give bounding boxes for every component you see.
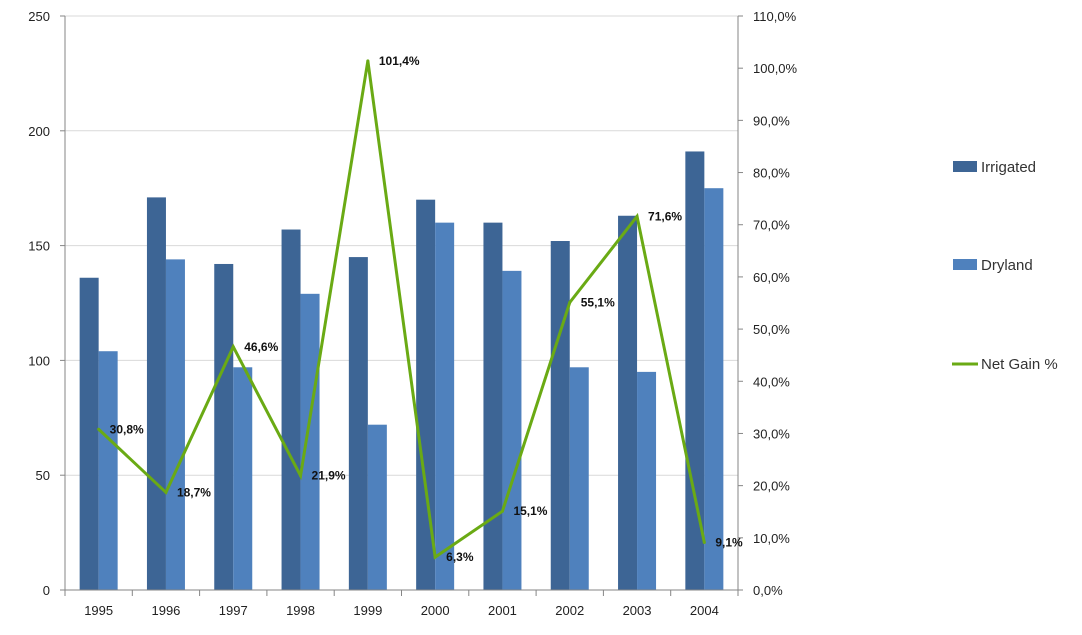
net-gain-point-2000 [433,555,437,559]
x-tick-label: 1999 [353,603,382,618]
net-gain-point-2001 [500,509,504,513]
axes [60,15,743,596]
net-gain-point-1995 [97,427,101,431]
bar-dryland-1997 [233,367,253,590]
bar-irrigated-2000 [416,199,436,590]
net-gain-point-1997 [231,345,235,349]
y-left-tick-label: 100 [28,353,50,368]
bar-dryland-1995 [98,351,118,590]
net-gain-data-label: 18,7% [177,485,211,499]
bar-irrigated-2002 [550,241,570,590]
y-left-tick-label: 150 [28,239,50,254]
x-tick-label: 1997 [219,603,248,618]
x-tick-label: 2001 [488,603,517,618]
y-right-tick-label: 0,0% [753,583,783,598]
bar-dryland-2001 [502,270,522,590]
x-tick-label: 2002 [555,603,584,618]
net-gain-line-series [97,59,706,560]
net-gain-point-1998 [299,474,303,478]
net-gain-data-label: 46,6% [244,340,278,354]
bar-irrigated-1997 [214,263,234,590]
y-left-tick-label: 0 [43,583,50,598]
bar-dryland-1996 [165,259,185,590]
x-tick-label: 1998 [286,603,315,618]
y-right-tick-label: 30,0% [753,426,790,441]
bar-dryland-2004 [704,188,724,590]
net-gain-data-label: 55,1% [581,295,615,309]
net-gain-data-label: 101,4% [379,54,420,68]
y-right-tick-label: 110,0% [753,9,797,24]
y-right-tick-label: 10,0% [753,531,790,546]
net-gain-data-label: 9,1% [715,536,743,550]
x-tick-label: 1996 [151,603,180,618]
net-gain-data-label: 15,1% [513,504,547,518]
y-right-tick-label: 20,0% [753,479,790,494]
net-gain-line [97,60,706,560]
x-tick-label: 1995 [84,603,113,618]
x-tick-label: 2004 [690,603,719,618]
legend: Irrigated Dryland Net Gain % [952,159,1058,373]
y-right-tick-label: 70,0% [753,218,790,233]
y-left-tick-label: 250 [28,9,50,24]
bar-irrigated-2001 [483,222,503,590]
net-gain-data-label: 71,6% [648,209,682,223]
y-left-tick-label: 200 [28,124,50,139]
bar-dryland-1998 [300,293,320,590]
bar-series [79,151,724,591]
bar-irrigated-1996 [146,197,166,590]
legend-label: Net Gain % [981,356,1058,373]
net-gain-point-2002 [568,300,572,304]
bar-irrigated-1995 [79,277,99,590]
x-tick-label: 2003 [623,603,652,618]
legend-label: Irrigated [981,159,1036,176]
y-left-tick-label: 50 [36,468,50,483]
x-tick-label: 2000 [421,603,450,618]
data-labels: 30,8% 18,7% 46,6% 21,9% 101,4% 6,3% 15,1% 55,1%… [110,54,743,564]
bar-dryland-2002 [569,367,589,590]
bar-dryland-2000 [435,222,455,590]
net-gain-point-1996 [164,490,168,494]
y-right-tick-label: 80,0% [753,166,790,181]
legend-swatch-irrigated [953,161,977,172]
y-right-tick-label: 100,0% [753,61,798,76]
net-gain-data-label: 30,8% [110,422,144,436]
legend-label: Dryland [981,257,1033,274]
bar-irrigated-2003 [618,215,638,590]
bar-irrigated-1999 [348,257,368,590]
y-right-tick-label: 60,0% [753,270,790,285]
bar-dryland-1999 [367,424,387,590]
net-gain-point-2003 [635,214,639,218]
bar-dryland-2003 [637,371,657,590]
net-gain-data-label: 6,3% [446,550,474,564]
net-gain-data-label: 21,9% [312,469,346,483]
y-right-tick-label: 90,0% [753,113,790,128]
bar-irrigated-1998 [281,229,301,590]
tick-labels: 0 50 100 150 200 250 0,0% 10,0% 20,0% 30,0% 40,0% 5… [28,9,797,618]
y-right-tick-label: 50,0% [753,322,790,337]
y-right-tick-label: 40,0% [753,374,790,389]
net-gain-point-1999 [366,59,370,63]
legend-swatch-dryland [953,259,977,270]
net-gain-point-2004 [702,541,706,545]
